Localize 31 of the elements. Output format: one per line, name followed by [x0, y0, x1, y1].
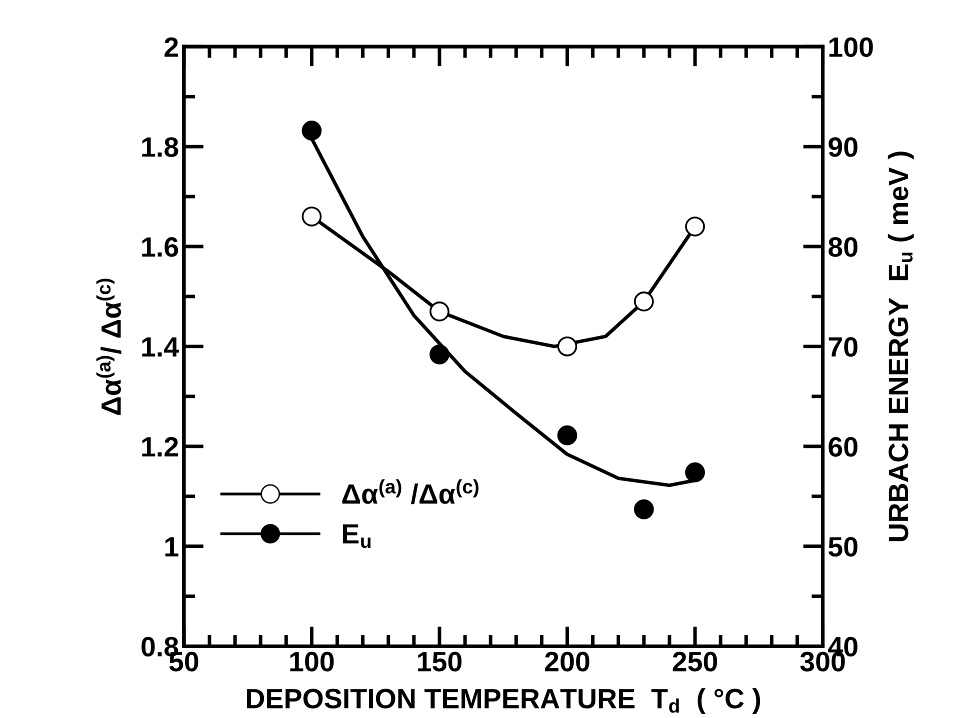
y2-tick-label: 50: [828, 536, 858, 557]
y-tick-label: 2: [164, 37, 178, 57]
y2-tick-label: 70: [828, 337, 858, 357]
point: [302, 120, 322, 141]
y-axis-title: Δα$^{(a)}$/ Δα$^{(c)}$: [96, 278, 122, 415]
y2-tick-label: 90: [828, 137, 858, 157]
x-axis-title: DEPOSITION TEMPERATURE T$_{d}$ ( °C ): [247, 688, 760, 714]
y-tick-label: 1: [165, 537, 178, 556]
point: [430, 302, 450, 322]
x-tick-label: 200: [545, 652, 590, 672]
y2-axis-title: URBACH ENERGY E$_{u}$ ( meV ): [888, 152, 914, 542]
point: [557, 425, 578, 446]
y2-tick-label: 100: [829, 37, 873, 58]
y2-tick-label: 60: [828, 437, 858, 457]
legend-label: E$_{u}$: [343, 524, 371, 548]
point: [685, 462, 705, 482]
point: [430, 344, 450, 364]
legend-label: Δα$^{(a)}$ /Δα$^{(c)}$: [342, 479, 478, 504]
y-tick-label: 1.2: [142, 437, 178, 456]
x-tick-label: 250: [672, 652, 718, 672]
point: [685, 216, 705, 236]
y-tick-label: 1.4: [142, 337, 179, 356]
y-tick-label: 1.8: [142, 137, 178, 157]
y-tick-label: 1.6: [142, 237, 178, 257]
point: [634, 292, 654, 312]
x-tick-label: 100: [290, 652, 334, 672]
x-tick-label: 150: [418, 652, 462, 672]
y2-tick-label: 80: [828, 237, 858, 257]
point: [302, 206, 322, 226]
point: [634, 499, 654, 520]
point: [557, 336, 578, 356]
